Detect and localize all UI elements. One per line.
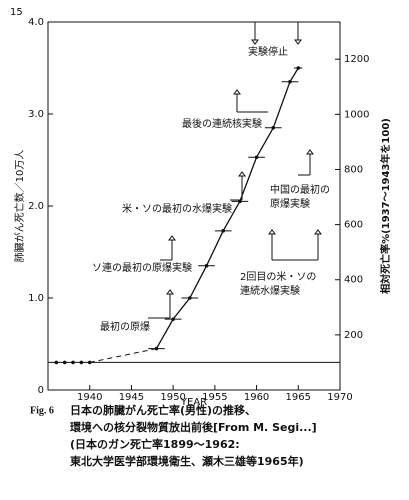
y-tick-label: 3.0 xyxy=(28,109,44,120)
data-point xyxy=(154,346,159,351)
x-tick-label: 1955 xyxy=(202,392,227,403)
caption-line: 東北大学医学部環境衛生、瀬木三雄等1965年) xyxy=(70,454,304,468)
x-tick-label: 1950 xyxy=(160,392,185,403)
y-tick-label: 0 xyxy=(38,385,44,396)
caption-line: 環境への核分裂物質放出前後[From M. Segi...] xyxy=(70,420,317,434)
arrow-head xyxy=(168,235,176,241)
arrow-head xyxy=(314,229,322,235)
data-point xyxy=(254,155,259,160)
data-point xyxy=(71,360,75,365)
y2-tick-label: 200 xyxy=(344,330,363,341)
annotation: 最後の連続核実験 xyxy=(182,117,262,130)
arrow-head xyxy=(294,39,302,45)
trend-line xyxy=(155,67,299,349)
annotation: 2回目の米・ソの xyxy=(240,270,316,283)
data-point xyxy=(54,360,59,365)
data-point xyxy=(204,264,209,268)
caption-label: Fig. 6 xyxy=(30,405,54,416)
data-point xyxy=(79,360,84,365)
data-point xyxy=(171,317,175,321)
y2-tick-label: 1200 xyxy=(344,54,369,65)
y2-tick-label: 1000 xyxy=(344,109,369,120)
annotation: 実験停止 xyxy=(248,45,288,58)
caption-line: 日本の肺臓がん死亡率(男性)の推移、 xyxy=(70,403,256,417)
data-point xyxy=(87,360,92,365)
annotation: 米・ソの最初の水爆実験 xyxy=(122,202,232,215)
data-point xyxy=(188,296,192,300)
data-point xyxy=(288,80,292,84)
annotation: 最初の原爆 xyxy=(100,320,150,333)
x-tick-label: 1940 xyxy=(77,392,102,403)
x-tick-label: 1945 xyxy=(119,392,144,403)
arrow-head xyxy=(233,89,241,95)
caption-line: (日本のガン死亡率1899～1962: xyxy=(70,437,240,451)
annotation: 連続水爆実験 xyxy=(240,284,300,297)
y2-tick-label: 400 xyxy=(344,275,363,286)
y2-axis-label: 相対死亡率%(1937～1943年を100) xyxy=(379,118,392,294)
annotation: ソ連の最初の原爆実験 xyxy=(92,261,192,274)
data-point xyxy=(271,126,276,130)
x-axis-label: YEAR xyxy=(180,397,207,408)
data-point xyxy=(296,66,301,70)
x-tick-label: 1970 xyxy=(327,392,352,403)
arrow-head xyxy=(238,171,246,177)
y-tick-label: 1.0 xyxy=(28,293,44,304)
y-axis-label: 肺臓がん死亡数／10万人 xyxy=(13,150,26,263)
y2-tick-label: 600 xyxy=(344,220,363,231)
arrow-head xyxy=(251,39,259,45)
arrow-head xyxy=(306,149,314,155)
data-point xyxy=(221,229,225,233)
x-tick-label: 1965 xyxy=(286,392,311,403)
arrow-head xyxy=(166,289,174,295)
page-number: 15 xyxy=(10,7,23,18)
y-tick-label: 2.0 xyxy=(28,201,44,212)
annotation: 原爆実験 xyxy=(270,197,310,210)
annotation: 中国の最初の xyxy=(270,183,330,196)
data-point xyxy=(62,360,67,365)
connector xyxy=(89,348,157,363)
x-tick-label: 1960 xyxy=(244,392,269,403)
y-tick-label: 4.0 xyxy=(28,17,44,28)
arrow-head xyxy=(268,229,276,235)
y2-tick-label: 800 xyxy=(344,164,363,175)
